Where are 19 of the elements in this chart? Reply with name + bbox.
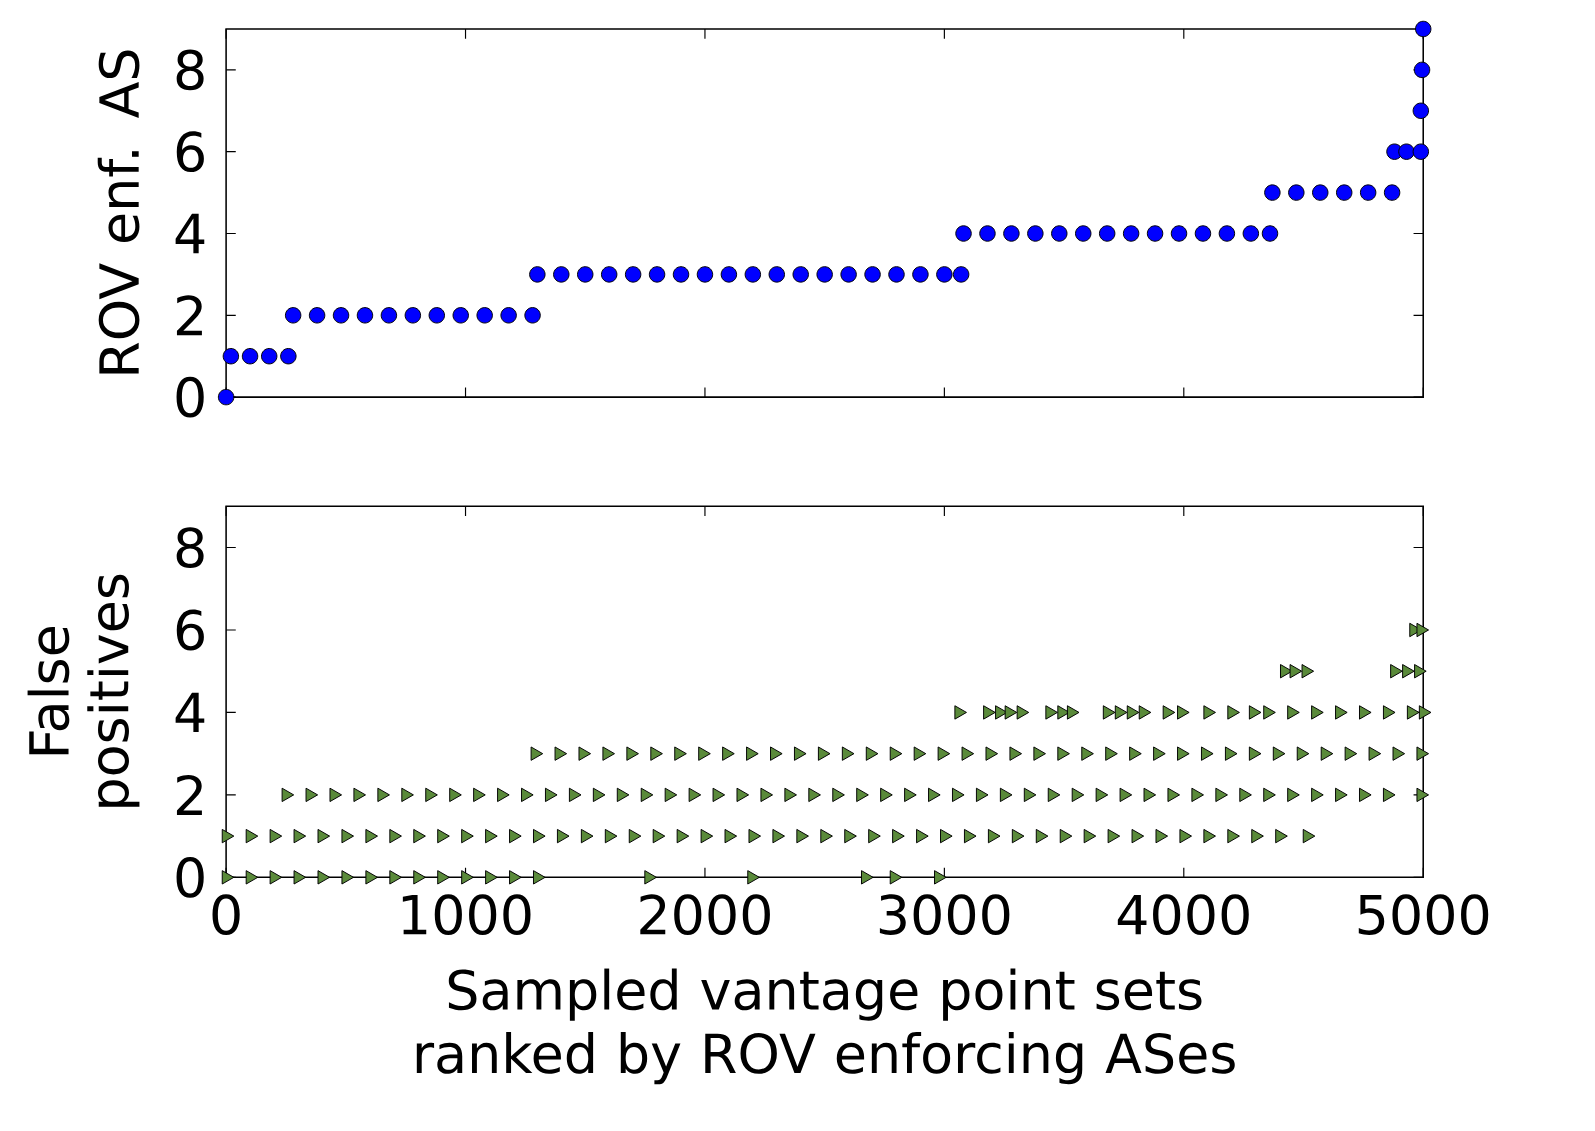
y-tick-label: 6 (176, 131, 204, 172)
y-tick-label: 0 (176, 376, 204, 418)
x-tick-label: 0 (212, 893, 240, 935)
y-axis-title: ROV enf. AS (97, 50, 140, 374)
x-tick-label: 3000 (879, 893, 1010, 935)
x-tick-label: 1000 (402, 893, 531, 935)
x-tick-label: 2000 (640, 893, 770, 935)
y-axis-title: False positives (27, 574, 140, 807)
y-tick-label: 8 (176, 49, 204, 91)
y-tick-label: 6 (176, 609, 204, 651)
x-tick-label: 5000 (1358, 893, 1489, 935)
y-tick-label: 2 (176, 295, 202, 336)
y-tick-label: 4 (175, 213, 205, 253)
y-tick-label: 0 (176, 856, 204, 898)
y-tick-label: 8 (176, 526, 204, 568)
x-axis-title: Sampled vantage point sets ranked by ROV enforcing ASes (416, 968, 1235, 1085)
y-tick-label: 4 (175, 692, 205, 732)
x-tick-label: 4000 (1117, 893, 1249, 935)
y-tick-label: 2 (176, 774, 202, 815)
